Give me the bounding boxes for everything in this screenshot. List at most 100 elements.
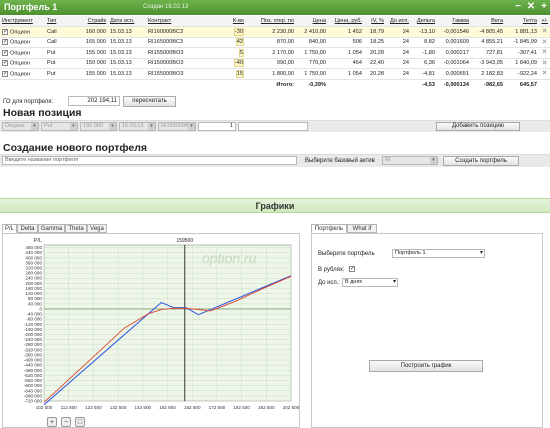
date-select[interactable]: 15.03.13 ▾ bbox=[119, 122, 156, 131]
row-checkbox[interactable] bbox=[2, 28, 8, 35]
portfolio-select[interactable]: Портфель 1 ▾ bbox=[392, 249, 485, 258]
table-row[interactable]: Опцион Put 155 000 15.03.13 RI155000BO3 15 1 8… bbox=[0, 68, 550, 80]
row-checkbox[interactable] bbox=[2, 59, 8, 66]
close-icon[interactable]: ✕ bbox=[526, 1, 536, 12]
remove-row-icon[interactable]: ✕ bbox=[541, 38, 548, 46]
table-cell: 870,00 bbox=[246, 37, 296, 48]
table-row[interactable]: Опцион Put 155 000 15.03.13 RI155000BO3 5 2 17… bbox=[0, 47, 550, 59]
type-select[interactable]: Put ▾ bbox=[41, 122, 78, 131]
col-header[interactable]: Дата исп. bbox=[108, 16, 146, 27]
remove-row-icon[interactable]: ✕ bbox=[541, 49, 548, 57]
col-header[interactable]: Цена, руб. bbox=[328, 16, 364, 27]
table-cell: 2 170,00 bbox=[246, 47, 296, 59]
cell-text[interactable]: -30 bbox=[233, 27, 244, 36]
row-checkbox[interactable] bbox=[2, 49, 8, 56]
zoom-out-icon[interactable]: − bbox=[61, 417, 71, 427]
build-chart-button[interactable]: Построить график bbox=[369, 360, 483, 372]
col-header[interactable]: Тип bbox=[45, 16, 70, 27]
table-cell: ✕ bbox=[539, 37, 550, 48]
cell-text: -307,41 bbox=[518, 49, 537, 56]
table-cell: -0,001546 bbox=[437, 26, 471, 38]
col-header[interactable]: Инструмент bbox=[0, 16, 45, 27]
table-cell: 24 bbox=[386, 58, 411, 69]
strike-select[interactable]: 155 000 ▾ bbox=[80, 122, 117, 131]
qty-input[interactable]: 1 bbox=[198, 122, 236, 131]
add-position-button[interactable]: Добавить позицию bbox=[436, 122, 520, 131]
table-row[interactable]: Опцион Call 165 000 15.03.13 RI165000BC3 42 87… bbox=[0, 37, 550, 48]
x-tick-label: 172 500 bbox=[209, 405, 226, 410]
col-header[interactable]: Гамма bbox=[437, 16, 471, 27]
table-cell: 1 750,00 bbox=[296, 47, 328, 59]
cell-text: RI165000BC3 bbox=[148, 39, 184, 46]
cell-text[interactable]: 15 bbox=[235, 69, 244, 78]
y-axis-label: P/L bbox=[34, 238, 42, 244]
col-header[interactable]: Дельта bbox=[411, 16, 437, 27]
cell-text: 1 881,13 bbox=[515, 28, 537, 35]
zoom-in-icon[interactable]: + bbox=[47, 417, 57, 427]
tab-theta[interactable]: Theta bbox=[65, 224, 87, 233]
cell-text: Опцион bbox=[10, 49, 30, 56]
tab-pl[interactable]: P/L bbox=[2, 224, 17, 233]
col-header[interactable]: IV, % bbox=[364, 16, 386, 27]
tab-gamma[interactable]: Gamma bbox=[38, 224, 65, 233]
zoom-fit-icon[interactable]: □ bbox=[75, 417, 85, 427]
table-cell: ✕ bbox=[539, 68, 550, 80]
until-select[interactable]: В днях ▾ bbox=[342, 278, 398, 287]
table-cell: 18,25 bbox=[364, 37, 386, 48]
tab-what-if[interactable]: What if bbox=[347, 224, 377, 233]
table-cell: Put bbox=[45, 47, 70, 59]
tab-vega[interactable]: Vega bbox=[87, 224, 107, 233]
chevron-down-icon: ▾ bbox=[479, 250, 483, 256]
table-row[interactable]: Опцион Put 150 000 15.03.13 RI150000BO3 -40 99… bbox=[0, 58, 550, 69]
col-header[interactable]: Контракт bbox=[146, 16, 204, 27]
cell-text: RI160000BC3 bbox=[148, 28, 184, 35]
cell-text[interactable]: 42 bbox=[235, 38, 244, 47]
tab-portfolio[interactable]: Портфель bbox=[311, 224, 347, 233]
contract-select[interactable]: RI155000BO ▾ bbox=[158, 122, 196, 131]
minimize-icon[interactable]: − bbox=[515, 1, 521, 12]
cell-text: 6,36 bbox=[424, 60, 435, 67]
col-header[interactable]: Вега bbox=[471, 16, 505, 27]
create-portfolio-button[interactable]: Создать портфель bbox=[443, 156, 519, 166]
portfolio-name-input[interactable]: Введите название портфеля bbox=[2, 156, 297, 165]
col-header[interactable]: Поз. откр. по bbox=[246, 16, 296, 27]
instrument-select[interactable]: Опцион ▾ bbox=[2, 122, 39, 131]
cell-text: Put bbox=[47, 70, 56, 77]
cell-text[interactable]: 5 bbox=[238, 48, 244, 57]
table-cell: 0,000651 bbox=[437, 68, 471, 80]
col-header[interactable]: Страйк bbox=[70, 16, 108, 27]
table-cell: 15 bbox=[204, 68, 246, 80]
table-cell: ✕ bbox=[539, 58, 550, 69]
table-header-row: Инструмент Тип Страйк Дата исп. Контракт… bbox=[0, 16, 550, 27]
qty-extra-input[interactable] bbox=[238, 122, 308, 131]
settings-panel bbox=[311, 233, 543, 428]
cell-text[interactable]: -40 bbox=[233, 59, 244, 68]
cell-text: 2 410,00 bbox=[304, 28, 326, 35]
table-cell: Опцион bbox=[0, 47, 45, 59]
remove-row-icon[interactable]: ✕ bbox=[541, 59, 548, 67]
col-header[interactable]: Тетта bbox=[505, 16, 539, 27]
cell-text: 1 750,00 bbox=[304, 49, 326, 56]
row-checkbox[interactable] bbox=[2, 38, 8, 45]
y-tick-label: -320 000 bbox=[24, 347, 43, 352]
remove-row-icon[interactable]: ✕ bbox=[541, 70, 548, 78]
contract-value: RI155000BO bbox=[161, 123, 193, 129]
rub-checkbox[interactable] bbox=[349, 265, 355, 272]
col-header[interactable]: Цена bbox=[296, 16, 328, 27]
current-price-label: 159500 bbox=[176, 238, 193, 244]
table-row[interactable]: Опцион Call 160 000 15.03.13 RI160000BC3 -30 2… bbox=[0, 26, 550, 38]
row-checkbox[interactable] bbox=[2, 70, 8, 77]
base-asset-select[interactable]: RI ▾ bbox=[382, 156, 438, 165]
col-header[interactable]: До исп. bbox=[386, 16, 411, 27]
table-cell: RI155000BO3 bbox=[146, 68, 204, 80]
table-cell: 6,36 bbox=[411, 58, 437, 69]
remove-row-icon[interactable]: ✕ bbox=[541, 28, 548, 36]
col-header[interactable]: К-во bbox=[204, 16, 246, 27]
cell-text: RI155000BO3 bbox=[148, 49, 184, 56]
add-icon[interactable]: + bbox=[541, 1, 547, 12]
tab-delta[interactable]: Delta bbox=[17, 224, 38, 233]
cell-text: RI155000BO3 bbox=[148, 70, 184, 77]
table-cell: -4 805,45 bbox=[471, 26, 505, 38]
recalc-button[interactable]: пересчитать bbox=[123, 96, 176, 107]
